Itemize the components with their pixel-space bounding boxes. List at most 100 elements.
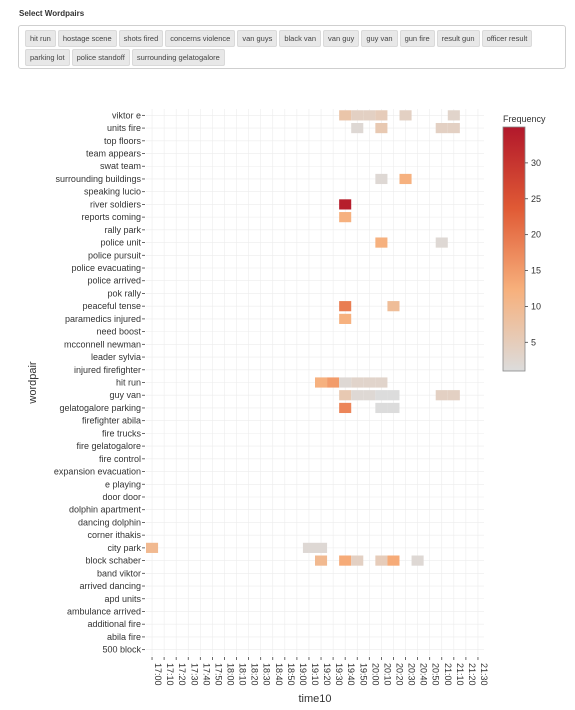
- heatmap-cell: [363, 110, 375, 120]
- y-tick-label: city park: [107, 543, 141, 553]
- heatmap-cell: [327, 377, 339, 387]
- heatmap-cell: [375, 174, 387, 184]
- x-tick-label: 20:30: [407, 663, 417, 686]
- heatmap-cell: [339, 403, 351, 413]
- x-tick-label: 17:10: [165, 663, 175, 686]
- y-tick-label: hit run: [116, 378, 141, 388]
- x-tick-label: 18:40: [274, 663, 284, 686]
- x-tick-label: 21:10: [455, 663, 465, 686]
- heatmap-cell: [351, 556, 363, 566]
- heatmap-cell: [315, 556, 327, 566]
- colorbar-ticks: 5 10 15 20 25 30: [525, 158, 541, 347]
- x-tick-label: 19:00: [298, 663, 308, 686]
- y-tick-label: top floors: [104, 136, 142, 146]
- y-tick-label: fire control: [99, 454, 141, 464]
- heatmap-cell: [375, 390, 387, 400]
- colorbar-tick-label: 20: [531, 230, 541, 240]
- x-axis: 17:00 17:10 17:20 17:30 17:40 17:50 18:00 18:10…: [152, 657, 489, 686]
- y-tick-label: e playing: [105, 479, 141, 489]
- heatmap-cell: [387, 556, 399, 566]
- heatmap-cell: [339, 556, 351, 566]
- y-tick-label: police evacuating: [71, 263, 141, 273]
- colorbar-title: Frequency: [503, 114, 546, 124]
- y-tick-label: door door: [102, 492, 141, 502]
- heatmap-cell: [387, 403, 399, 413]
- y-tick-label: rally park: [104, 225, 141, 235]
- x-tick-label: 20:10: [382, 663, 392, 686]
- y-tick-label: river soldiers: [90, 199, 142, 209]
- x-tick-label: 17:00: [153, 663, 163, 686]
- y-tick-label: paramedics injured: [65, 314, 141, 324]
- heatmap-cell: [436, 237, 448, 247]
- colorbar-tick-label: 10: [531, 301, 541, 311]
- y-tick-label: additional fire: [87, 619, 141, 629]
- heatmap-cell: [339, 390, 351, 400]
- heatmap-cell: [351, 390, 363, 400]
- y-tick-label: pok rally: [107, 288, 141, 298]
- x-tick-label: 17:40: [201, 663, 211, 686]
- y-tick-label: firefighter abila: [82, 416, 141, 426]
- colorbar-tick-label: 30: [531, 158, 541, 168]
- heatmap-cell: [339, 314, 351, 324]
- heatmap-cell: [375, 556, 387, 566]
- y-tick-label: band viktor: [97, 568, 141, 578]
- y-tick-label: injured firefighter: [74, 365, 141, 375]
- y-tick-label: fire trucks: [102, 428, 142, 438]
- colorbar-ramp: [503, 127, 525, 371]
- x-axis-label: time10: [298, 693, 331, 705]
- y-tick-label: fire gelatogalore: [76, 441, 141, 451]
- x-tick-label: 20:40: [419, 663, 429, 686]
- y-tick-label: dancing dolphin: [78, 517, 141, 527]
- heatmap-cell: [363, 390, 375, 400]
- y-tick-label: need boost: [96, 327, 141, 337]
- colorbar: Frequency 5 10 15 20 25 30: [503, 114, 546, 371]
- heatmap-cell: [315, 377, 327, 387]
- heatmap-cell: [375, 403, 387, 413]
- y-tick-label: swat team: [100, 161, 141, 171]
- x-tick-label: 18:30: [262, 663, 272, 686]
- heatmap-cell: [448, 110, 460, 120]
- y-tick-label: reports coming: [81, 212, 141, 222]
- x-tick-label: 19:30: [334, 663, 344, 686]
- colorbar-tick-label: 15: [531, 266, 541, 276]
- x-tick-label: 21:20: [467, 663, 477, 686]
- x-tick-label: 18:10: [238, 663, 248, 686]
- heatmap-cell: [436, 390, 448, 400]
- x-tick-label: 17:20: [177, 663, 187, 686]
- y-tick-label: apd units: [104, 594, 141, 604]
- y-tick-label: surrounding buildings: [55, 174, 141, 184]
- heatmap-cell: [351, 123, 363, 133]
- heatmap-cell: [339, 377, 351, 387]
- x-tick-label: 20:20: [394, 663, 404, 686]
- y-axis-label: wordpair: [27, 361, 39, 405]
- y-tick-label: gelatogalore parking: [59, 403, 141, 413]
- x-tick-label: 21:30: [479, 663, 489, 686]
- x-tick-label: 17:50: [213, 663, 223, 686]
- heatmap-cell: [339, 212, 351, 222]
- heatmap-cell: [339, 301, 351, 311]
- y-tick-label: speaking lucio: [84, 187, 141, 197]
- y-tick-label: police arrived: [87, 276, 141, 286]
- heatmap-cell: [339, 199, 351, 209]
- y-tick-label: viktor e: [112, 110, 141, 120]
- heatmap-cell: [303, 543, 315, 553]
- y-tick-label: expansion evacuation: [54, 467, 141, 477]
- y-tick-label: units fire: [107, 123, 141, 133]
- x-tick-label: 17:30: [189, 663, 199, 686]
- x-tick-label: 21:00: [443, 663, 453, 686]
- y-tick-label: ambulance arrived: [67, 606, 141, 616]
- heatmap-cell: [375, 237, 387, 247]
- heatmap-cell: [387, 390, 399, 400]
- heatmap-cell: [375, 110, 387, 120]
- y-tick-label: team appears: [86, 149, 142, 159]
- heatmap-cell: [363, 377, 375, 387]
- x-tick-label: 18:50: [286, 663, 296, 686]
- heatmap-cell: [375, 123, 387, 133]
- x-tick-label: 18:00: [225, 663, 235, 686]
- y-tick-label: peaceful tense: [82, 301, 141, 311]
- y-tick-label: arrived dancing: [79, 581, 141, 591]
- x-tick-label: 18:20: [250, 663, 260, 686]
- y-tick-label: guy van: [109, 390, 141, 400]
- colorbar-tick-label: 25: [531, 194, 541, 204]
